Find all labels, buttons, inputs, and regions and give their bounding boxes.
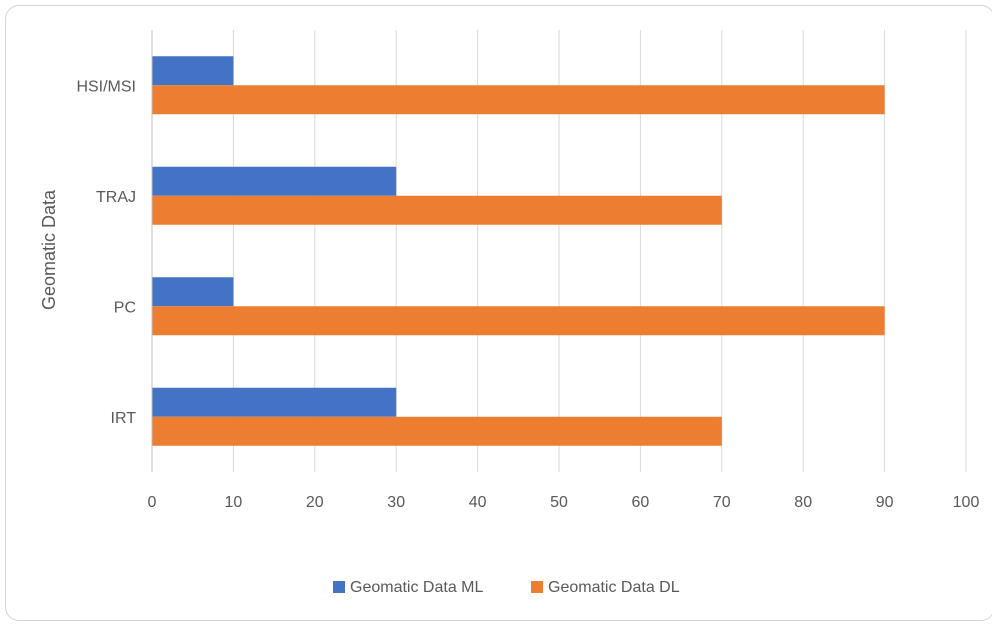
bar-traj-series-2 (152, 195, 722, 225)
bar-hsi-msi-series-2 (152, 85, 885, 115)
legend-label-series-1: Geomatic Data ML (350, 579, 483, 596)
y-tick-label-traj: TRAJ (96, 189, 136, 206)
bars (152, 56, 885, 446)
y-tick-label-hsi-msi: HSI/MSI (76, 78, 136, 95)
bar-traj-series-1 (152, 166, 397, 196)
x-tick-label-20: 20 (306, 494, 324, 511)
y-tick-label-irt: IRT (111, 410, 137, 427)
bar-hsi-msi-series-1 (152, 56, 234, 86)
y-tick-labels: HSI/MSI TRAJ PC IRT (76, 78, 136, 427)
x-tick-label-0: 0 (148, 494, 157, 511)
x-tick-label-40: 40 (469, 494, 487, 511)
x-tick-label-100: 100 (953, 494, 980, 511)
legend-label-series-2: Geomatic Data DL (548, 579, 680, 596)
x-tick-label-60: 60 (632, 494, 650, 511)
x-tick-label-70: 70 (713, 494, 731, 511)
legend-swatch-series-1 (333, 581, 345, 593)
bar-pc-series-1 (152, 277, 234, 307)
bar-irt-series-2 (152, 416, 722, 446)
x-tick-labels: 0 10 20 30 40 50 60 70 80 90 100 (148, 494, 980, 511)
x-tick-label-90: 90 (876, 494, 894, 511)
bar-pc-series-2 (152, 306, 885, 336)
bar-irt-series-1 (152, 387, 397, 417)
x-tick-label-10: 10 (225, 494, 243, 511)
legend: Geomatic Data ML Geomatic Data DL (333, 579, 680, 596)
x-tick-label-80: 80 (794, 494, 812, 511)
x-tick-label-50: 50 (550, 494, 568, 511)
legend-swatch-series-2 (531, 581, 543, 593)
y-axis-title: Geomatic Data (39, 189, 59, 310)
y-tick-label-pc: PC (114, 299, 136, 316)
x-tick-label-30: 30 (387, 494, 405, 511)
